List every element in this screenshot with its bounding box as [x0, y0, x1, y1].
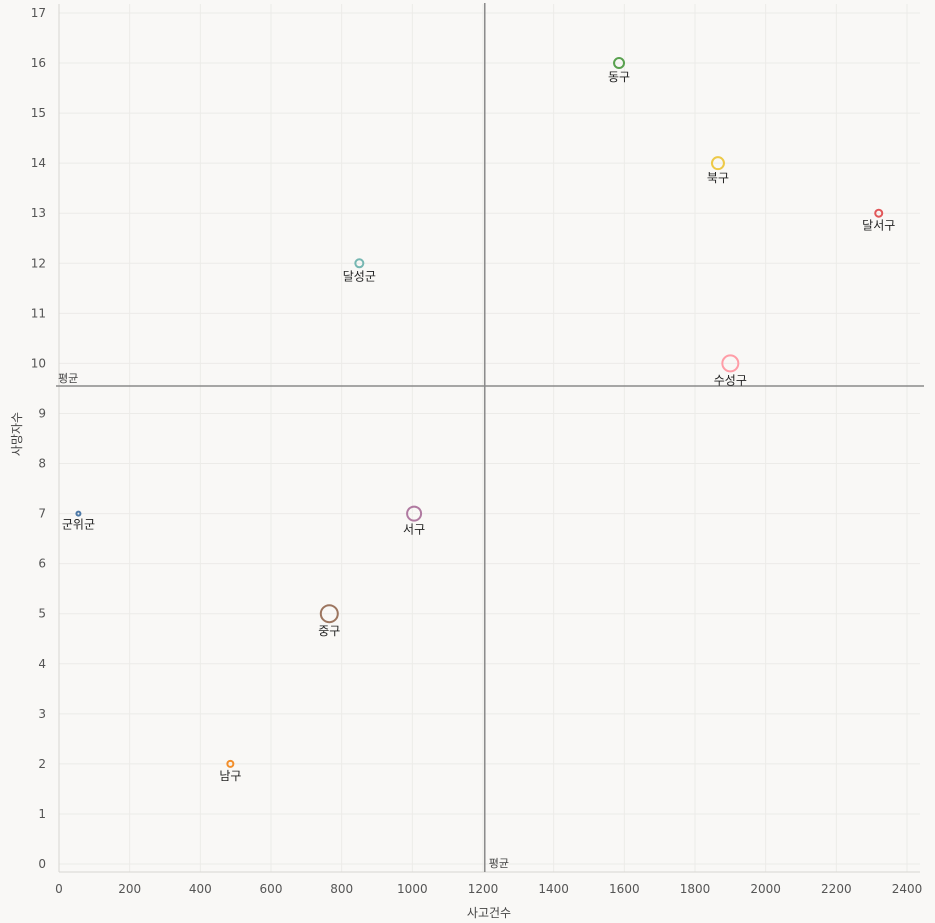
data-point[interactable]: 중구	[318, 604, 340, 638]
y-tick-label: 6	[38, 557, 46, 571]
point-marker[interactable]	[406, 505, 423, 522]
y-tick-label: 17	[31, 6, 46, 20]
point-marker[interactable]	[721, 354, 740, 373]
data-point[interactable]: 서구	[403, 505, 425, 537]
x-axis-title: 사고건수	[467, 906, 511, 920]
point-marker[interactable]	[613, 57, 626, 70]
grid-layer	[58, 4, 920, 872]
y-tick-label: 7	[38, 507, 46, 521]
point-marker[interactable]	[75, 510, 82, 517]
point-label: 달서구	[862, 219, 895, 233]
y-tick-label: 2	[38, 757, 46, 771]
x-mean-label: 평균	[489, 857, 509, 870]
y-tick-label: 3	[38, 707, 46, 721]
x-tick-labels: 0 200 400 600 800 1000 1200 1400 1600 1800 2000 220…	[55, 882, 922, 896]
y-tick-label: 10	[31, 356, 46, 370]
x-tick-label: 600	[260, 882, 283, 896]
x-tick-label: 1600	[609, 882, 640, 896]
y-tick-label: 11	[31, 306, 46, 320]
y-tick-label: 16	[31, 56, 46, 70]
y-tick-label: 5	[38, 607, 46, 621]
axis-layer	[58, 4, 920, 873]
x-tick-label: 2400	[892, 882, 923, 896]
x-tick-label: 1800	[680, 882, 711, 896]
y-tick-label: 15	[31, 106, 46, 120]
point-label: 남구	[219, 769, 241, 783]
point-label: 동구	[608, 70, 630, 84]
x-tick-label: 1400	[538, 882, 569, 896]
data-point[interactable]: 달성군	[343, 258, 376, 283]
point-label: 수성구	[714, 373, 747, 387]
point-label: 군위군	[62, 518, 95, 532]
y-axis-title: 사망자수	[10, 412, 24, 456]
data-point[interactable]: 동구	[608, 57, 630, 84]
x-tick-label: 1200	[468, 882, 499, 896]
x-tick-label: 1000	[397, 882, 428, 896]
point-marker[interactable]	[354, 258, 365, 269]
point-marker[interactable]	[710, 156, 725, 171]
y-tick-label: 0	[38, 857, 46, 871]
point-label: 달성군	[343, 269, 376, 283]
y-tick-label: 9	[38, 406, 46, 420]
data-point[interactable]: 수성구	[714, 354, 747, 387]
reference-lines: 평균 평균	[56, 3, 924, 872]
point-label: 서구	[403, 523, 425, 537]
y-tick-label: 12	[31, 256, 46, 270]
point-label: 북구	[707, 171, 729, 185]
point-marker[interactable]	[874, 208, 884, 218]
x-tick-label: 800	[330, 882, 353, 896]
x-tick-label: 2200	[821, 882, 852, 896]
x-tick-label: 200	[118, 882, 141, 896]
x-tick-label: 2000	[750, 882, 781, 896]
data-point[interactable]: 북구	[707, 156, 729, 185]
y-mean-label: 평균	[58, 372, 78, 385]
data-point[interactable]: 달서구	[862, 208, 895, 233]
data-point[interactable]: 군위군	[62, 510, 95, 532]
point-marker[interactable]	[319, 604, 339, 624]
x-tick-label: 0	[55, 882, 63, 896]
y-tick-label: 8	[38, 457, 46, 471]
y-tick-label: 14	[31, 156, 46, 170]
y-tick-label: 1	[38, 807, 46, 821]
y-tick-label: 4	[38, 657, 46, 671]
data-point[interactable]: 남구	[219, 759, 241, 783]
point-marker[interactable]	[226, 759, 235, 768]
y-tick-label: 13	[31, 206, 46, 220]
point-label: 중구	[318, 624, 340, 638]
x-tick-label: 400	[189, 882, 212, 896]
